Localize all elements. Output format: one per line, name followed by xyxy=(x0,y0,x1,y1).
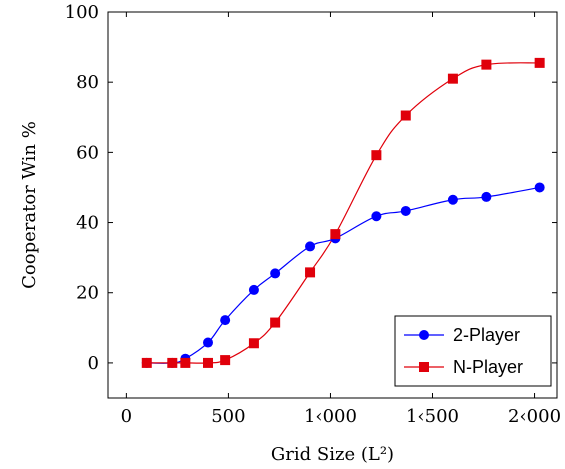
y-tick-label: 0 xyxy=(88,353,99,374)
data-point-2-player xyxy=(270,268,281,279)
y-axis-label: Cooperator Win % xyxy=(19,121,40,289)
x-tick-label: 500 xyxy=(211,406,245,427)
x-tick-label: 0 xyxy=(121,406,132,427)
data-point-2-player xyxy=(203,337,214,348)
data-point-n-player xyxy=(400,110,411,121)
data-point-2-player xyxy=(534,182,545,193)
x-axis-ticks: 0 500 1‹000 1‹500 2‹000 xyxy=(121,12,561,427)
data-point-n-player xyxy=(180,357,191,368)
legend: 2-Player N-Player xyxy=(394,315,552,387)
x-axis-label: Grid Size (L²) xyxy=(271,444,394,465)
legend-label-n-player: N-Player xyxy=(453,357,523,377)
y-tick-label: 80 xyxy=(76,72,99,93)
x-tick-label: 1‹500 xyxy=(406,406,459,427)
data-point-2-player xyxy=(371,211,382,222)
plot-markers xyxy=(141,57,545,368)
y-tick-label: 20 xyxy=(76,283,99,304)
data-point-n-player xyxy=(330,229,341,240)
data-point-n-player xyxy=(248,338,259,349)
data-point-n-player xyxy=(141,357,152,368)
data-point-n-player xyxy=(220,355,231,366)
data-point-n-player xyxy=(203,357,214,368)
plot-frame xyxy=(107,11,558,399)
data-point-n-player xyxy=(534,57,545,68)
y-axis-ticks: 0 20 40 60 80 100 xyxy=(65,2,557,374)
data-point-2-player xyxy=(220,315,231,326)
x-tick-label: 1‹000 xyxy=(304,406,357,427)
data-point-n-player xyxy=(481,59,492,70)
legend-marker-n-player xyxy=(419,362,429,372)
y-tick-label: 60 xyxy=(76,142,99,163)
data-point-n-player xyxy=(371,150,382,161)
y-tick-label: 100 xyxy=(65,2,99,23)
data-point-n-player xyxy=(270,317,281,328)
data-point-2-player xyxy=(400,205,411,216)
data-point-n-player xyxy=(167,357,178,368)
data-point-n-player xyxy=(305,267,316,278)
legend-label-2-player: 2-Player xyxy=(453,325,520,345)
legend-box xyxy=(394,315,552,387)
data-point-n-player xyxy=(447,73,458,84)
x-tick-label: 2‹000 xyxy=(508,406,561,427)
data-point-2-player xyxy=(305,241,316,252)
y-tick-label: 40 xyxy=(76,213,99,234)
data-point-2-player xyxy=(481,191,492,202)
data-point-2-player xyxy=(447,194,458,205)
legend-marker-2-player xyxy=(419,330,429,340)
data-point-2-player xyxy=(248,284,259,295)
